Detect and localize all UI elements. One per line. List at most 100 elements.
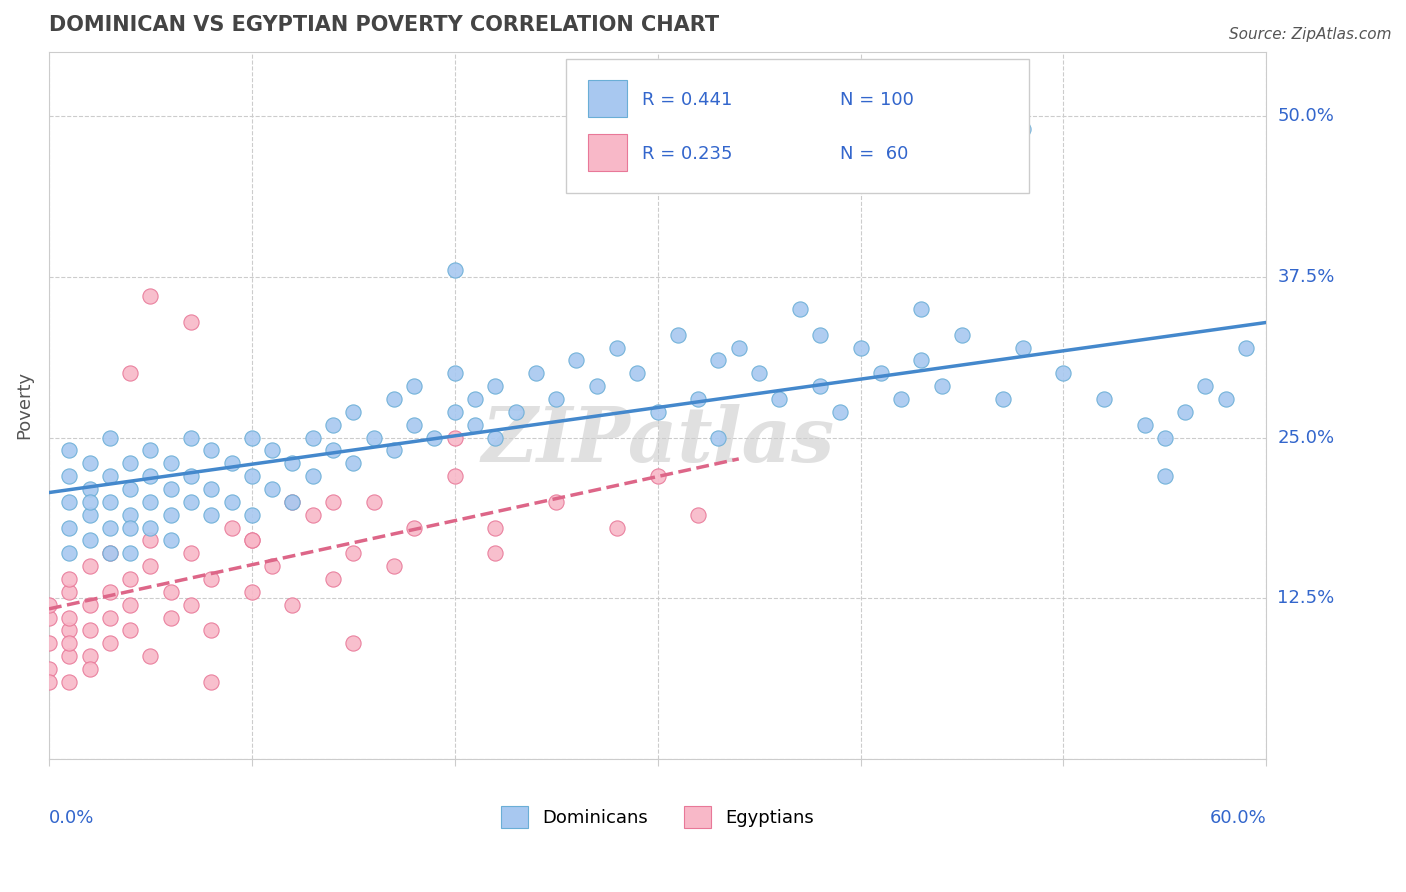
Point	[363, 495, 385, 509]
Point	[1234, 341, 1257, 355]
Y-axis label: Poverty: Poverty	[15, 371, 32, 440]
Point	[342, 546, 364, 560]
Point	[79, 482, 101, 496]
Point	[281, 456, 304, 470]
Point	[1194, 379, 1216, 393]
Point	[950, 327, 973, 342]
Text: DOMINICAN VS EGYPTIAN POVERTY CORRELATION CHART: DOMINICAN VS EGYPTIAN POVERTY CORRELATIO…	[49, 15, 718, 35]
Text: R = 0.441: R = 0.441	[641, 91, 733, 109]
Point	[1133, 417, 1156, 432]
Point	[342, 405, 364, 419]
Point	[505, 405, 527, 419]
Point	[1215, 392, 1237, 406]
Point	[98, 636, 121, 650]
Point	[139, 533, 162, 548]
Point	[423, 431, 446, 445]
Point	[180, 469, 202, 483]
Point	[120, 546, 142, 560]
Point	[910, 353, 932, 368]
Point	[79, 559, 101, 574]
Point	[301, 431, 323, 445]
Point	[322, 417, 344, 432]
Point	[221, 520, 243, 534]
Point	[200, 443, 222, 458]
Point	[524, 366, 547, 380]
Point	[626, 366, 648, 380]
Point	[322, 443, 344, 458]
Point	[443, 405, 465, 419]
Point	[139, 520, 162, 534]
Point	[159, 533, 181, 548]
Point	[262, 559, 284, 574]
Point	[869, 366, 891, 380]
Point	[139, 443, 162, 458]
Point	[58, 520, 80, 534]
Point	[382, 443, 405, 458]
Point	[98, 585, 121, 599]
Point	[484, 546, 506, 560]
Point	[301, 508, 323, 522]
Point	[120, 598, 142, 612]
Point	[808, 379, 831, 393]
Text: 0.0%: 0.0%	[49, 808, 94, 827]
Point	[363, 431, 385, 445]
Point	[180, 495, 202, 509]
Point	[1011, 341, 1033, 355]
Point	[38, 598, 60, 612]
Point	[120, 482, 142, 496]
Point	[262, 482, 284, 496]
Point	[606, 520, 628, 534]
Point	[991, 392, 1014, 406]
Point	[931, 379, 953, 393]
Legend: Dominicans, Egyptians: Dominicans, Egyptians	[494, 798, 821, 835]
Point	[443, 263, 465, 277]
Point	[404, 379, 426, 393]
Point	[464, 392, 486, 406]
Text: 12.5%: 12.5%	[1278, 590, 1334, 607]
Point	[200, 482, 222, 496]
Point	[748, 366, 770, 380]
Point	[79, 508, 101, 522]
Point	[789, 301, 811, 316]
Point	[159, 482, 181, 496]
Point	[98, 469, 121, 483]
Point	[666, 327, 689, 342]
Point	[565, 353, 588, 368]
Point	[647, 469, 669, 483]
Point	[484, 431, 506, 445]
Point	[322, 572, 344, 586]
Point	[58, 572, 80, 586]
Point	[200, 624, 222, 638]
Point	[98, 546, 121, 560]
Point	[159, 508, 181, 522]
FancyBboxPatch shape	[588, 80, 627, 117]
Point	[58, 443, 80, 458]
Point	[443, 366, 465, 380]
Point	[120, 456, 142, 470]
Point	[58, 636, 80, 650]
Point	[139, 649, 162, 664]
Point	[159, 610, 181, 624]
Point	[240, 533, 263, 548]
Point	[58, 649, 80, 664]
Point	[382, 392, 405, 406]
Point	[180, 315, 202, 329]
FancyBboxPatch shape	[588, 134, 627, 170]
Point	[890, 392, 912, 406]
Text: 37.5%: 37.5%	[1278, 268, 1334, 285]
Point	[200, 572, 222, 586]
Point	[301, 469, 323, 483]
Text: N = 100: N = 100	[841, 91, 914, 109]
Point	[58, 546, 80, 560]
Point	[180, 546, 202, 560]
Point	[585, 379, 607, 393]
Point	[79, 533, 101, 548]
Point	[830, 405, 852, 419]
Point	[139, 469, 162, 483]
Point	[688, 392, 710, 406]
Point	[281, 495, 304, 509]
Point	[58, 495, 80, 509]
Text: 50.0%: 50.0%	[1278, 107, 1334, 125]
Point	[240, 469, 263, 483]
Point	[240, 585, 263, 599]
